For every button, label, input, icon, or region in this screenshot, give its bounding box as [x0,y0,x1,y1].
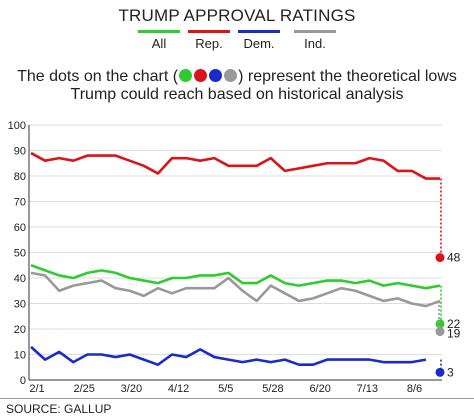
legend-swatch-all [138,30,180,33]
note-text-line2: Trump could reach based on historical an… [70,86,404,103]
green-dot-icon [179,69,193,82]
note-text-end: ) represent the theoretical lows [238,68,457,85]
legend-label-ind: Ind. [304,36,326,51]
legend-item-all: All [129,30,189,51]
source-credit: SOURCE: GALLUP [6,402,112,416]
legend-swatch-ind [294,30,336,33]
blue-dot-icon [209,69,223,82]
x-tick-label: 3/20 [121,383,142,395]
legend-item-ind: Ind. [285,30,345,51]
legend: All Rep. Dem. Ind. [0,30,474,56]
x-tick-label: 8/6 [407,383,422,395]
x-tick-label: 6/20 [309,383,330,395]
legend-swatch-rep [188,30,230,33]
series-line-rep [30,151,440,180]
y-tick-label: 20 [14,324,26,336]
series-line-dem [30,345,427,367]
y-tick-label: 30 [14,299,26,311]
x-tick-label: 4/12 [168,383,189,395]
low-dot-rep [435,253,445,263]
chart-note: The dots on the chart ( ) represent the t… [0,68,474,104]
legend-label-dem: Dem. [243,36,275,51]
y-tick-label: 40 [14,273,26,285]
low-dot-all [435,319,445,329]
legend-swatch-dem [238,30,280,33]
y-tick-label: 100 [8,120,26,132]
divider [0,398,474,399]
legend-item-dem: Dem. [229,30,289,51]
y-tick-label: 80 [14,171,26,183]
y-tick-label: 60 [14,222,26,234]
x-tick-label: 5/28 [262,383,283,395]
low-value-label-dem: 3 [447,365,454,379]
low-value-label-all: 22 [447,317,461,331]
series-line-all [30,264,441,290]
y-tick-label: 90 [14,146,26,158]
x-tick-label: 2/25 [73,383,94,395]
x-tick-label: 7/13 [357,383,378,395]
chart-title: TRUMP APPROVAL RATINGS [118,6,356,25]
x-tick-label: 2/1 [29,383,44,395]
legend-item-rep: Rep. [179,30,239,51]
gray-dot-icon [224,69,238,82]
legend-label-rep: Rep. [195,36,223,51]
low-dot-ind [435,327,445,337]
low-dot-dem [435,367,445,377]
note-text-start: The dots on the chart ( [17,68,179,85]
x-tick-label: 5/5 [218,383,233,395]
y-tick-label: 10 [14,350,26,362]
low-value-label-rep: 48 [447,251,461,265]
low-value-label-ind: 19 [447,327,461,341]
line-chart: 0 10 20 30 40 50 60 70 80 90 100 2/1 2/25 3/20 4/12 5/5… [8,120,461,395]
series-line-ind [30,271,441,308]
y-tick-label: 0 [20,375,26,387]
y-tick-label: 70 [14,197,26,209]
y-tick-label: 50 [14,248,26,260]
legend-label-all: All [151,36,167,51]
red-dot-icon [194,69,208,82]
